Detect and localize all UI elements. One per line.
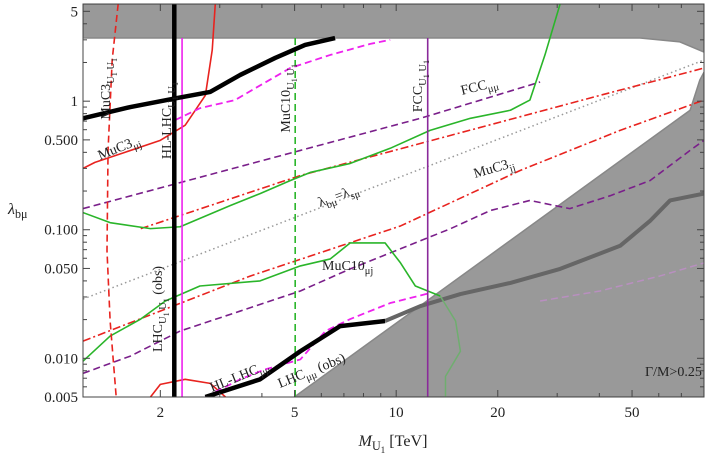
label-part: μμ [258, 365, 273, 380]
annotation: MuC3U1 U1 [99, 58, 119, 120]
x-tick-label: 2 [157, 405, 165, 421]
label-part: μμ [304, 369, 319, 384]
x-tick-label: 10 [389, 405, 404, 421]
label-part: [TeV] [385, 433, 427, 450]
curve [83, 4, 561, 230]
y-tick-label: 0.500 [44, 133, 78, 149]
y-axis-label: λbμ [7, 201, 27, 221]
label-part: U [158, 302, 169, 313]
annotation: λbμ=λsμ [316, 182, 362, 213]
label-part: MuC10 [279, 90, 294, 133]
curve [174, 38, 391, 122]
label-part: U [106, 76, 117, 84]
y-tick-label: 0.005 [44, 390, 78, 406]
curve [83, 242, 441, 362]
curve [140, 67, 704, 230]
label-part: U [158, 316, 169, 324]
label-part: 1 [110, 72, 119, 76]
label-part: U [106, 62, 117, 73]
label-part: 1 [110, 58, 119, 62]
label-part: (obs) [151, 266, 166, 299]
y-tick-label: 5 [71, 4, 79, 20]
label-part: bμ [15, 207, 28, 221]
annotation: LHCU1 U1 (obs) [151, 266, 171, 352]
excluded-region [293, 71, 704, 397]
y-tick-label: 0.100 [44, 223, 78, 239]
label-part: U [167, 100, 178, 108]
label-part: sμ [349, 189, 362, 203]
curve [83, 59, 704, 300]
label-part: μμ [487, 82, 501, 95]
label-part: U [418, 64, 429, 75]
label-part: 1 [290, 64, 299, 68]
curve [106, 4, 119, 397]
label-part: 1 [422, 74, 431, 78]
plot-frame [82, 3, 705, 398]
curve [83, 35, 336, 121]
label-part: U [372, 439, 381, 453]
annotation: FCCU1 U1 [411, 60, 431, 112]
label-part: 1 [381, 445, 386, 455]
label-part: jj [507, 163, 517, 175]
label-part: LHC [151, 324, 166, 352]
lines [83, 4, 704, 397]
regions [83, 4, 704, 397]
curve [439, 295, 462, 397]
label-part: μj [365, 266, 374, 277]
label-part: FCC [411, 86, 426, 112]
curve [149, 378, 227, 397]
label-part: λ [7, 201, 15, 218]
label-part: U [418, 78, 429, 86]
label-part: μj [132, 140, 144, 153]
label-part: FCC [459, 78, 488, 99]
x-tick-label: 20 [490, 405, 505, 421]
curve [539, 262, 704, 302]
annotation: FCCμμ [459, 75, 500, 102]
label-part: 1 [171, 82, 180, 86]
annotation: HL-LHCU1 U1 [160, 82, 180, 159]
x-tick-label: 50 [625, 405, 640, 421]
label-part: M [358, 433, 374, 450]
label-part: Γ/M>0.25 [645, 365, 702, 380]
curve [204, 318, 386, 397]
label-part: 1 [290, 78, 299, 82]
y-tick-label: 0.050 [44, 261, 78, 277]
label-part: 1 [422, 60, 431, 64]
annotation: MuC10U1 U1 [279, 64, 299, 133]
curve [83, 139, 704, 375]
label-part: bμ [325, 197, 339, 211]
curve [83, 99, 704, 342]
label-part: U [286, 68, 297, 79]
x-axis-label: MU1 [TeV] [358, 433, 428, 455]
label-part: 1 [171, 96, 180, 100]
label-part: =λ [333, 186, 352, 205]
label-part: U [167, 86, 178, 97]
label-part: U [286, 82, 297, 90]
curve [384, 191, 704, 323]
x-tick-label: 5 [291, 405, 299, 421]
excluded-region [83, 4, 704, 53]
label-part: MuC10 [322, 259, 365, 274]
y-tick-label: 1 [71, 94, 79, 110]
label-part: HL-LHC [160, 108, 175, 159]
label-part: λ [316, 194, 328, 210]
annotation: Γ/M>0.25 [645, 365, 702, 380]
annotation: MuC10μj [322, 259, 373, 277]
label-part: 1 [162, 312, 171, 316]
y-tick-label: 0.010 [44, 351, 78, 367]
label-part: MuC3 [99, 84, 114, 120]
label-part: 1 [162, 298, 171, 302]
